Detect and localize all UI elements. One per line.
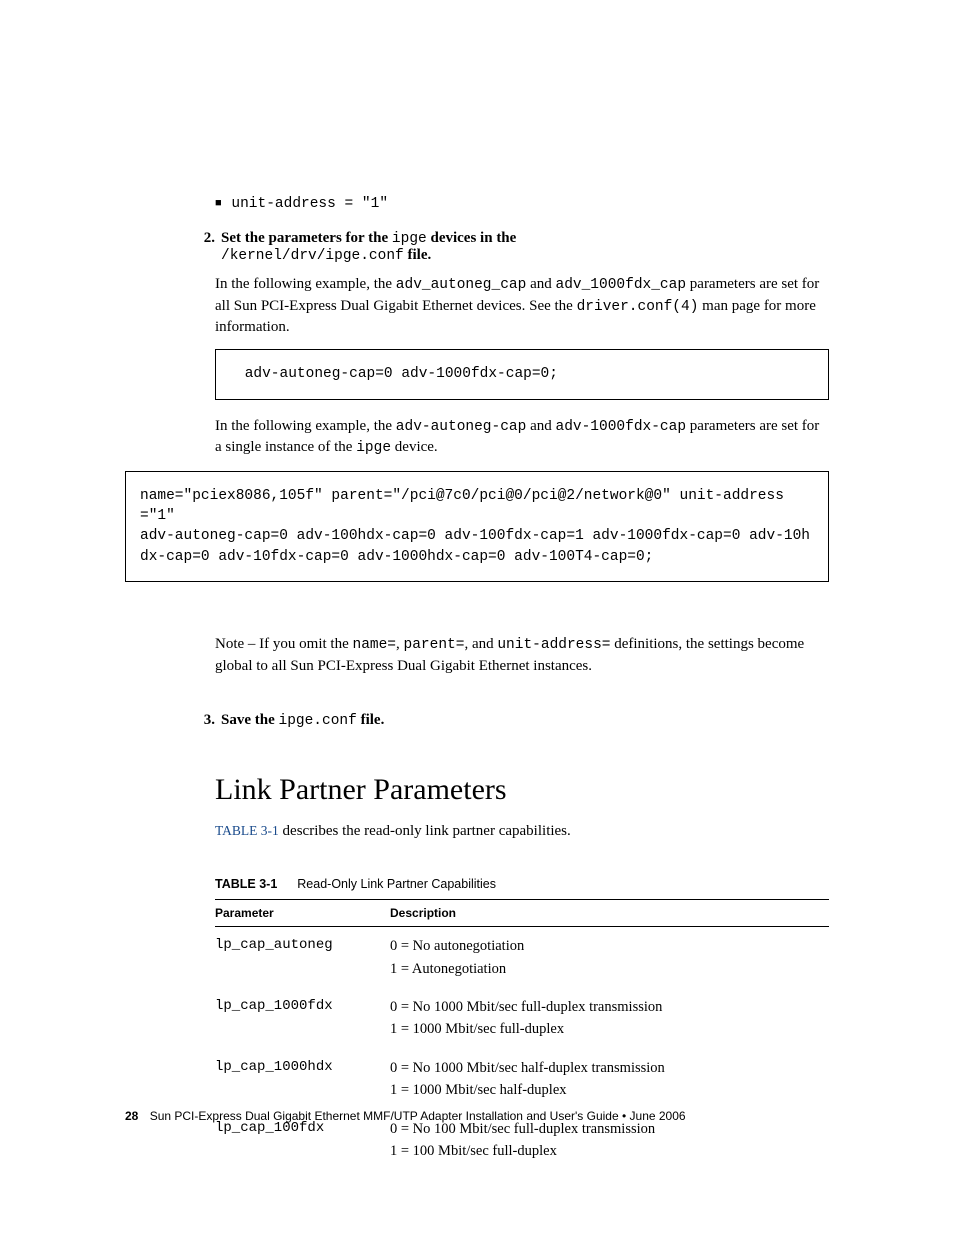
step-2: 2. Set the parameters for the ipge devic… <box>215 230 829 264</box>
step2-para1: In the following example, the adv_autone… <box>215 274 829 337</box>
p1-c1: adv_autoneg_cap <box>396 277 527 293</box>
step-2-number: 2. <box>195 230 221 264</box>
step2-text2: devices in the <box>427 230 517 246</box>
cell-param: lp_cap_autoneg <box>215 927 390 988</box>
p2-t4: device. <box>391 439 438 455</box>
table-row: lp_cap_1000fdx 0 = No 1000 Mbit/sec full… <box>215 988 829 1049</box>
desc-line: 0 = No 1000 Mbit/sec full-duplex transmi… <box>390 999 662 1015</box>
p2-c1: adv-autoneg-cap <box>396 419 527 435</box>
step3-p1: Save the <box>221 712 279 728</box>
table-caption-label: TABLE 3-1 <box>215 877 277 891</box>
desc-line: 1 = Autonegotiation <box>390 961 506 977</box>
p2-c3: ipge <box>356 440 391 456</box>
page-footer: 28 Sun PCI-Express Dual Gigabit Ethernet… <box>125 1109 686 1123</box>
table-row: lp_cap_autoneg 0 = No autonegotiation 1 … <box>215 927 829 988</box>
step-3: 3. Save the ipge.conf file. <box>215 712 829 729</box>
step-3-number: 3. <box>195 712 221 729</box>
page-number: 28 <box>125 1109 138 1123</box>
step2-code1: ipge <box>392 231 427 247</box>
cell-desc: 0 = No 1000 Mbit/sec half-duplex transmi… <box>390 1049 829 1110</box>
note-paragraph: Note – If you omit the name=, parent=, a… <box>215 634 829 676</box>
bullet-code-suffix: = "1" <box>336 196 388 212</box>
codebox1-text: adv-autoneg-cap=0 adv-1000fdx-cap=0; <box>236 366 558 382</box>
p1-t2: and <box>526 276 555 292</box>
cell-param: lp_cap_1000hdx <box>215 1049 390 1110</box>
desc-line: 1 = 100 Mbit/sec full-duplex <box>390 1143 557 1159</box>
bullet-icon: ■ <box>215 197 222 209</box>
cell-param: lp_cap_1000fdx <box>215 988 390 1049</box>
param-table: Parameter Description lp_cap_autoneg 0 =… <box>215 899 829 1171</box>
col-parameter: Parameter <box>215 900 390 927</box>
p2-c2: adv-1000fdx-cap <box>556 419 687 435</box>
note-label: Note – <box>215 636 259 652</box>
step2-text1: Set the parameters for the <box>221 230 392 246</box>
desc-line: 0 = No autonegotiation <box>390 938 524 954</box>
desc-line: 1 = 1000 Mbit/sec full-duplex <box>390 1021 564 1037</box>
cell-desc: 0 = No 1000 Mbit/sec full-duplex transmi… <box>390 988 829 1049</box>
table-caption: TABLE 3-1 Read-Only Link Partner Capabili… <box>215 877 829 891</box>
p1-c3: driver.conf(4) <box>577 299 699 315</box>
codebox2-text: name="pciex8086,105f" parent="/pci@7c0/p… <box>140 488 810 565</box>
note-t3: , and <box>464 636 497 652</box>
note-t2: , <box>396 636 404 652</box>
desc-line: 1 = 1000 Mbit/sec half-duplex <box>390 1082 567 1098</box>
table-caption-text: Read-Only Link Partner Capabilities <box>297 877 496 891</box>
p1-t1: In the following example, the <box>215 276 396 292</box>
note-c2: parent= <box>404 637 465 653</box>
step3-p2: file. <box>357 712 385 728</box>
note-c3: unit-address= <box>497 637 610 653</box>
codebox-2: name="pciex8086,105f" parent="/pci@7c0/p… <box>125 471 829 582</box>
table-header-row: Parameter Description <box>215 900 829 927</box>
p1-c2: adv_1000fdx_cap <box>556 277 687 293</box>
table-row: lp_cap_1000hdx 0 = No 1000 Mbit/sec half… <box>215 1049 829 1110</box>
step2-line2-suffix: file. <box>404 247 432 263</box>
cell-desc: 0 = No autonegotiation 1 = Autonegotiati… <box>390 927 829 988</box>
col-description: Description <box>390 900 829 927</box>
bullet-code: unit-address <box>231 196 335 212</box>
step2-para2: In the following example, the adv-autone… <box>215 416 829 459</box>
desc-line: 0 = No 1000 Mbit/sec half-duplex transmi… <box>390 1060 665 1076</box>
footer-text: Sun PCI-Express Dual Gigabit Ethernet MM… <box>150 1109 686 1123</box>
section-intro: TABLE 3-1 describes the read-only link p… <box>215 821 829 841</box>
section-title: Link Partner Parameters <box>215 773 829 807</box>
p2-t2: and <box>526 418 555 434</box>
table-ref-link[interactable]: TABLE 3-1 <box>215 823 279 838</box>
step2-line2-code: /kernel/drv/ipge.conf <box>221 248 404 264</box>
step3-code: ipge.conf <box>279 713 357 729</box>
note-t1: If you omit the <box>259 636 352 652</box>
codebox-1: adv-autoneg-cap=0 adv-1000fdx-cap=0; <box>215 349 829 399</box>
desc-line: 0 = No 100 Mbit/sec full-duplex transmis… <box>390 1121 655 1137</box>
p2-t1: In the following example, the <box>215 418 396 434</box>
section-intro-rest: describes the read-only link partner cap… <box>279 823 571 839</box>
note-c1: name= <box>353 637 397 653</box>
bullet-unit-address: ■ unit-address = "1" <box>215 195 829 212</box>
